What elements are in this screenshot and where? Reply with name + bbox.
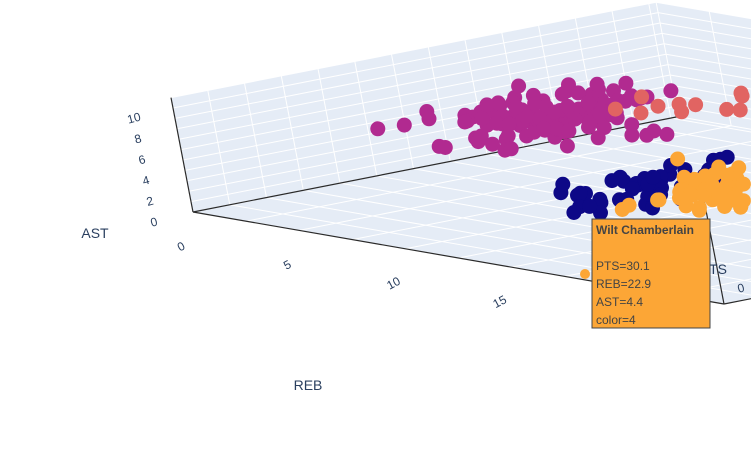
- scatter-point[interactable]: [720, 168, 735, 183]
- scatter-point[interactable]: [479, 97, 494, 112]
- tick-label-ast: 2: [145, 194, 155, 209]
- scatter-point[interactable]: [474, 111, 489, 126]
- scatter-point[interactable]: [634, 89, 649, 104]
- hover-tooltip: Wilt Chamberlain PTS=30.1 REB=22.9 AST=4…: [580, 219, 710, 328]
- scatter-point[interactable]: [634, 106, 649, 121]
- tooltip-line-reb: REB=22.9: [596, 277, 651, 291]
- scatter-point[interactable]: [511, 79, 526, 94]
- scatter-point[interactable]: [692, 203, 707, 218]
- scatter-point[interactable]: [608, 102, 623, 117]
- tick-label-ast: 10: [126, 110, 143, 127]
- scatter-point[interactable]: [719, 102, 734, 117]
- scatter-point[interactable]: [397, 118, 412, 133]
- scatter-point[interactable]: [688, 97, 703, 112]
- scatter-point[interactable]: [670, 152, 685, 167]
- scatter-point[interactable]: [438, 140, 453, 155]
- scatter-point[interactable]: [625, 181, 640, 196]
- scatter-point[interactable]: [566, 205, 581, 220]
- scatter-point[interactable]: [674, 104, 689, 119]
- scatter-point[interactable]: [547, 105, 562, 120]
- tooltip-line-color: color=4: [596, 313, 636, 327]
- scatter-point[interactable]: [509, 100, 524, 115]
- scatter-point[interactable]: [646, 170, 661, 185]
- scatter-point[interactable]: [560, 99, 575, 114]
- scatter-point[interactable]: [679, 198, 694, 213]
- tick-label-ast: 0: [149, 214, 159, 229]
- scatter-point[interactable]: [527, 96, 542, 111]
- scatter-point[interactable]: [457, 115, 472, 130]
- scatter-point[interactable]: [370, 121, 385, 136]
- scatter-point[interactable]: [733, 103, 748, 118]
- scatter-point[interactable]: [650, 193, 665, 208]
- scatter-point[interactable]: [663, 83, 678, 98]
- scatter-point[interactable]: [561, 123, 576, 138]
- tooltip-title: Wilt Chamberlain: [596, 223, 694, 237]
- tick-label-reb: 15: [491, 292, 510, 311]
- tick-label-ast: 8: [133, 131, 143, 146]
- tick-label-reb: 0: [175, 239, 188, 255]
- scatter-point[interactable]: [624, 128, 639, 143]
- scatter-point[interactable]: [422, 111, 437, 126]
- scatter-point[interactable]: [536, 121, 551, 136]
- scatter-point[interactable]: [734, 86, 749, 101]
- scatter-point[interactable]: [582, 199, 597, 214]
- tick-label-reb: 5: [281, 257, 294, 273]
- scatter-point[interactable]: [560, 139, 575, 154]
- scatter-point[interactable]: [555, 177, 570, 192]
- scatter-point[interactable]: [622, 198, 637, 213]
- axis-title-x: REB: [294, 377, 323, 393]
- scatter-point[interactable]: [651, 99, 666, 114]
- tooltip-line-ast: AST=4.4: [596, 295, 643, 309]
- tooltip-line-pts: PTS=30.1: [596, 259, 650, 273]
- tick-label-ast: 4: [141, 173, 151, 188]
- scatter-point[interactable]: [581, 95, 596, 110]
- scatter-point[interactable]: [687, 172, 702, 187]
- scatter-point[interactable]: [592, 106, 607, 121]
- scatter-point[interactable]: [659, 127, 674, 142]
- scatter-point[interactable]: [504, 141, 519, 156]
- tick-label-ast: 6: [137, 152, 147, 167]
- axis-title-z: AST: [81, 225, 109, 241]
- tick-label-reb: 10: [384, 274, 403, 293]
- scatter-point[interactable]: [590, 77, 605, 92]
- scatter-point[interactable]: [736, 193, 751, 208]
- scatter-point[interactable]: [605, 173, 620, 188]
- scatter-point[interactable]: [597, 120, 612, 135]
- hovered-point-marker[interactable]: [580, 269, 590, 279]
- scatter-point[interactable]: [639, 128, 654, 143]
- scatter-point[interactable]: [573, 186, 588, 201]
- scatter-point[interactable]: [502, 117, 517, 132]
- scatter-point[interactable]: [736, 177, 751, 192]
